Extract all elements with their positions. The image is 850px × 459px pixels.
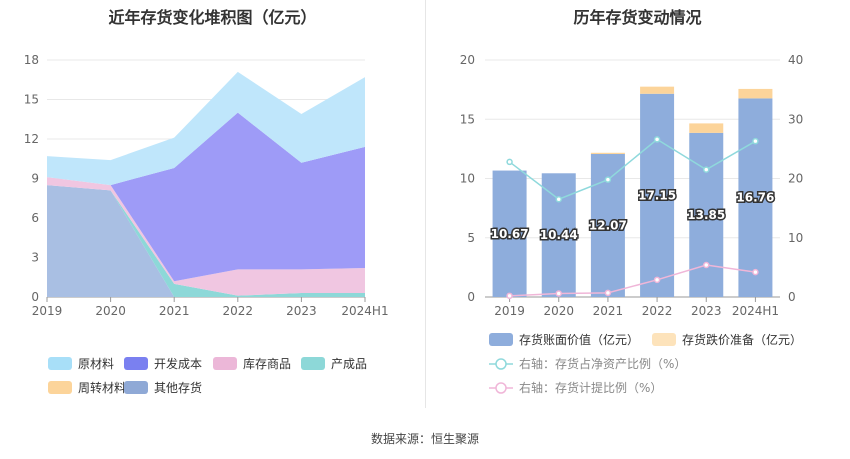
bar-label-shadow: 12.07 xyxy=(589,218,627,232)
bar-impairment xyxy=(738,88,773,99)
left-y-tick-label: 3 xyxy=(31,251,39,265)
right-legend-label: 存货跌价准备（亿元） xyxy=(682,332,802,347)
line-point xyxy=(653,276,661,284)
bar-impairment xyxy=(590,152,625,154)
right-legend-marker xyxy=(495,382,507,394)
right-x-tick-label: 2021 xyxy=(593,304,624,318)
left-legend-label: 开发成本 xyxy=(154,356,202,371)
left-x-tick-label: 2024H1 xyxy=(341,304,388,318)
left-axis-tick-label: 5 xyxy=(467,231,475,245)
right-axis-tick-label: 10 xyxy=(788,231,803,245)
left-y-tick-label: 6 xyxy=(31,211,39,225)
right-x-tick-label: 2020 xyxy=(543,304,574,318)
data-source: 数据来源：恒生聚源 xyxy=(370,432,479,446)
left-y-tick-label: 12 xyxy=(24,132,39,146)
line-point xyxy=(752,137,759,145)
right-legend-marker xyxy=(495,358,507,370)
left-axis-tick-label: 20 xyxy=(460,53,475,67)
line-series-2 xyxy=(509,264,756,297)
right-x-tick-label: 2024H1 xyxy=(732,304,779,318)
left-legend-label: 产成品 xyxy=(331,357,367,371)
left-legend-swatch xyxy=(48,357,72,370)
bar-label-shadow: 13.85 xyxy=(687,208,725,222)
right-axis-tick-label: 30 xyxy=(788,112,803,126)
left-legend-label: 库存商品 xyxy=(243,356,291,371)
right-chart-title: 历年存货变动情况 xyxy=(573,8,702,27)
area-series-开发成本 xyxy=(47,112,365,282)
left-x-tick-label: 2021 xyxy=(159,304,190,318)
bar-impairment xyxy=(689,123,724,133)
right-x-tick-label: 2023 xyxy=(691,304,722,318)
right-legend-label: 右轴：存货计提比例（%） xyxy=(519,380,662,395)
right-legend-swatch xyxy=(489,333,513,346)
bar-label-shadow: 17.15 xyxy=(638,188,676,202)
right-legend-label: 存货账面价值（亿元） xyxy=(519,332,639,347)
bar-label-shadow: 10.67 xyxy=(491,227,529,241)
right-axis-tick-label: 0 xyxy=(788,290,796,304)
bar-book-value xyxy=(640,93,675,298)
right-axis-tick-label: 20 xyxy=(788,172,803,186)
bar-book-value xyxy=(541,173,576,297)
line-point xyxy=(752,268,759,276)
left-y-tick-label: 0 xyxy=(31,290,39,304)
left-y-tick-label: 18 xyxy=(24,53,39,67)
left-y-tick-label: 15 xyxy=(24,93,39,107)
line-point xyxy=(555,195,562,203)
left-axis-tick-label: 15 xyxy=(460,112,475,126)
right-axis-tick-label: 40 xyxy=(788,53,803,67)
left-x-tick-label: 2023 xyxy=(286,304,317,318)
bar-value-label: 10.67 xyxy=(491,227,529,241)
bar-book-value xyxy=(689,132,724,297)
line-point xyxy=(653,136,661,143)
bar-value-label: 16.76 xyxy=(736,191,774,205)
bar-book-value xyxy=(492,170,527,297)
right-legend-swatch xyxy=(652,333,676,346)
chart-divider xyxy=(425,0,426,408)
left-axis-tick-label: 0 xyxy=(467,290,475,304)
left-legend-label: 原材料 xyxy=(78,357,114,371)
area-series-其他存货 xyxy=(47,185,365,297)
line-series-1 xyxy=(509,138,756,201)
bar-value-label: 12.07 xyxy=(589,218,627,232)
left-x-tick-label: 2022 xyxy=(223,304,254,318)
line-point xyxy=(506,158,513,166)
left-chart-title: 近年存货变化堆积图（亿元） xyxy=(108,8,317,27)
line-point xyxy=(555,290,562,297)
area-series-库存商品 xyxy=(47,177,365,296)
left-legend-swatch xyxy=(213,357,237,370)
charts-canvas: 03691215182019 2020 2021 2022 2023 2024H1原材料开… xyxy=(24,53,804,395)
left-legend-swatch xyxy=(124,357,148,370)
bar-label-shadow: 10.44 xyxy=(540,228,578,242)
left-legend-label: 其他存货 xyxy=(154,380,202,395)
left-legend-swatch xyxy=(124,381,148,394)
bar-book-value xyxy=(738,98,773,297)
left-legend-label: 周转材料 xyxy=(78,380,126,395)
left-legend-swatch xyxy=(301,357,325,370)
left-legend-swatch xyxy=(48,381,72,394)
line-point xyxy=(604,176,612,183)
bar-value-label: 13.85 xyxy=(687,208,725,222)
left-x-tick-label: 2019 xyxy=(32,304,63,318)
left-x-tick-label: 2020 xyxy=(95,304,126,318)
right-x-tick-label: 2022 xyxy=(642,304,673,318)
line-point xyxy=(703,166,710,173)
line-point xyxy=(703,261,710,269)
right-x-tick-label: 2019 xyxy=(494,304,525,318)
left-axis-tick-label: 10 xyxy=(460,172,475,186)
left-y-tick-label: 9 xyxy=(31,172,39,186)
right-legend-label: 右轴：存货占净资产比例（%） xyxy=(519,356,686,371)
line-point xyxy=(506,292,513,300)
bar-label-shadow: 16.76 xyxy=(736,191,774,205)
bar-value-label: 17.15 xyxy=(638,188,676,202)
line-point xyxy=(604,289,612,297)
area-series-原材料 xyxy=(47,71,365,186)
bar-impairment xyxy=(640,86,675,94)
bar-value-label: 10.44 xyxy=(540,228,578,242)
